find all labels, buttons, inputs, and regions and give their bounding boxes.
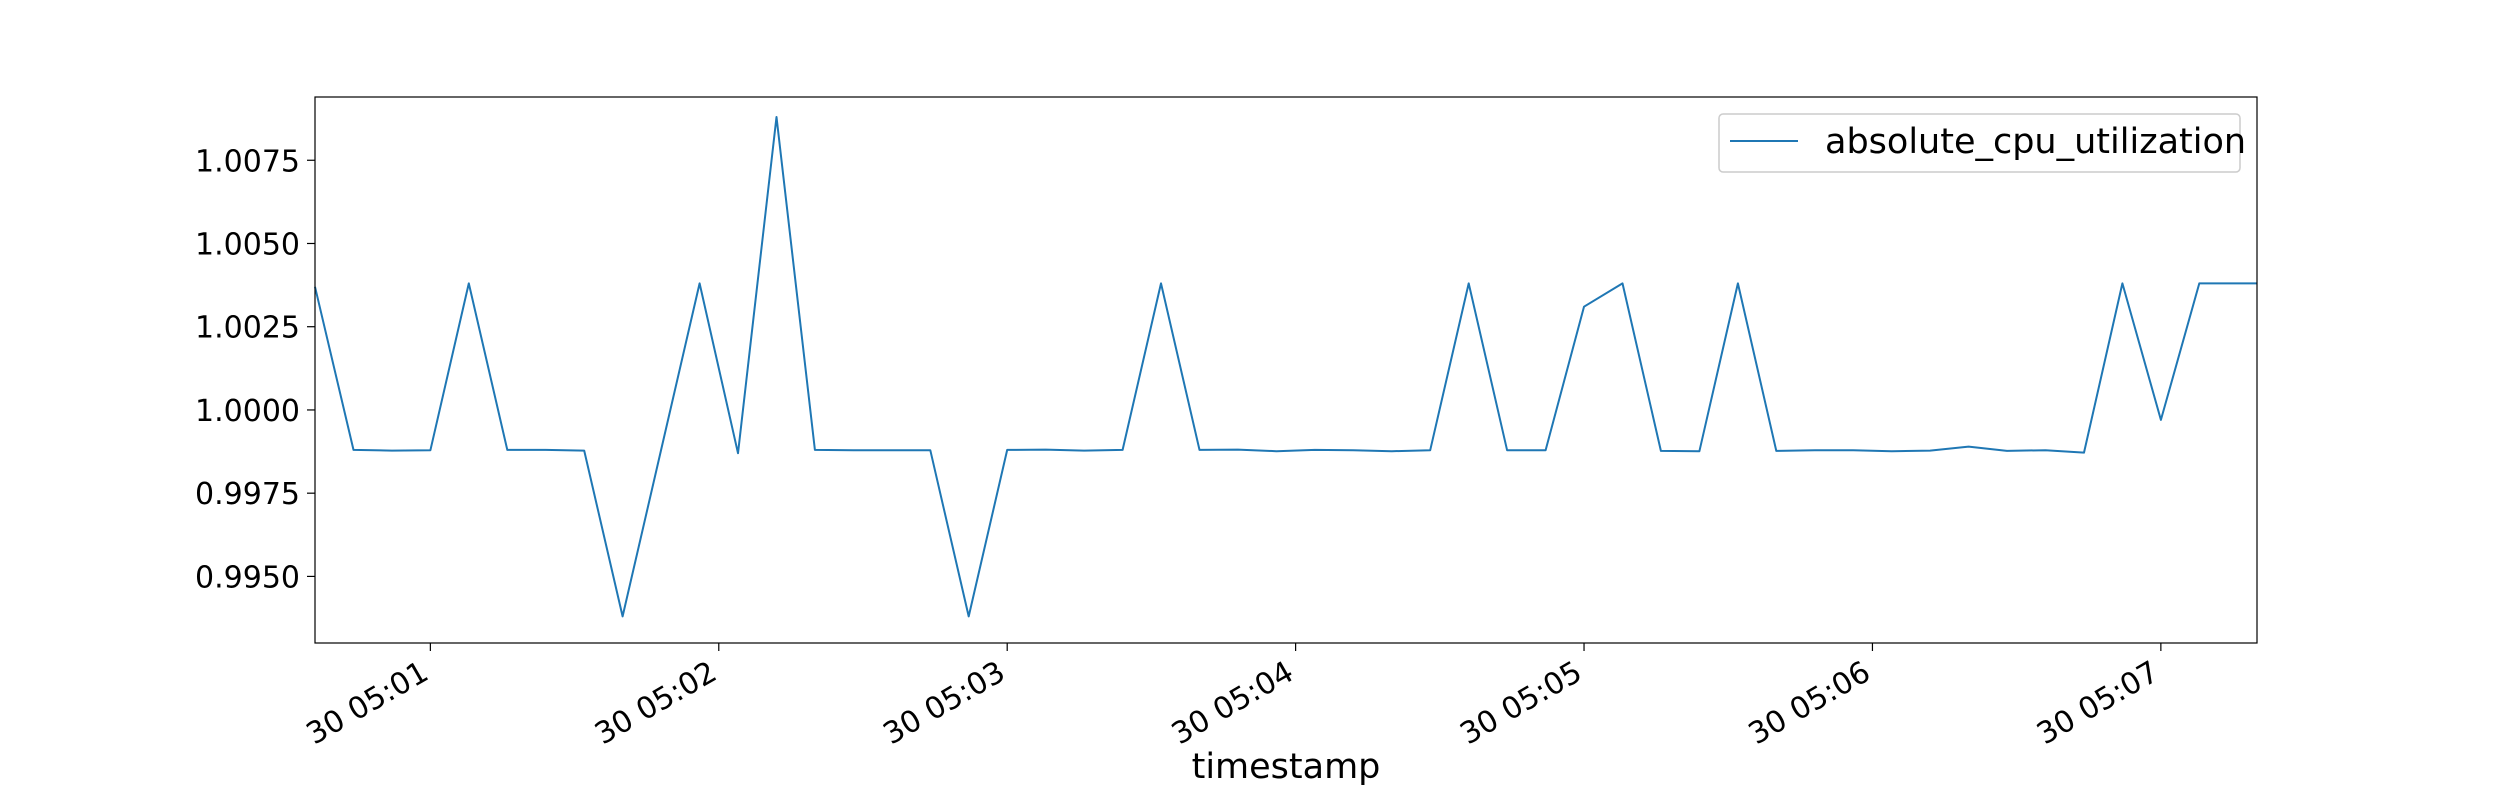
x-tick-label: 30 05:07 — [2031, 655, 2165, 752]
x-ticks: 30 05:01 30 05:02 30 05:03 30 05:04 30 05:05… — [301, 643, 2165, 752]
series-line-absolute_cpu_utilization — [314, 116, 2257, 618]
y-tick-label: 1.0075 — [195, 144, 300, 179]
legend-label: absolute_cpu_utilization — [1825, 122, 2246, 162]
y-ticks: 0.9950 0.9975 1.0000 1.0025 1.0050 1.0075 — [195, 144, 315, 595]
x-tick-label: 30 05:02 — [589, 655, 723, 752]
y-tick-label: 1.0050 — [195, 227, 300, 262]
x-axis-title: timestamp — [1192, 747, 1381, 787]
y-tick-label: 1.0025 — [195, 311, 300, 346]
y-tick-label: 0.9950 — [195, 560, 300, 595]
y-tick-label: 0.9975 — [195, 477, 300, 512]
legend-box — [1718, 113, 2241, 173]
plot-lines — [314, 116, 2257, 618]
plot-frame — [314, 96, 2258, 644]
x-tick-label: 30 05:01 — [301, 655, 435, 752]
x-tick-label: 30 05:04 — [1166, 655, 1300, 752]
y-tick-label: 1.0000 — [195, 394, 300, 429]
x-tick-label: 30 05:03 — [878, 655, 1012, 752]
x-tick-label: 30 05:05 — [1454, 655, 1588, 752]
x-tick-label: 30 05:06 — [1743, 655, 1877, 752]
legend: absolute_cpu_utilization — [1718, 113, 2246, 173]
